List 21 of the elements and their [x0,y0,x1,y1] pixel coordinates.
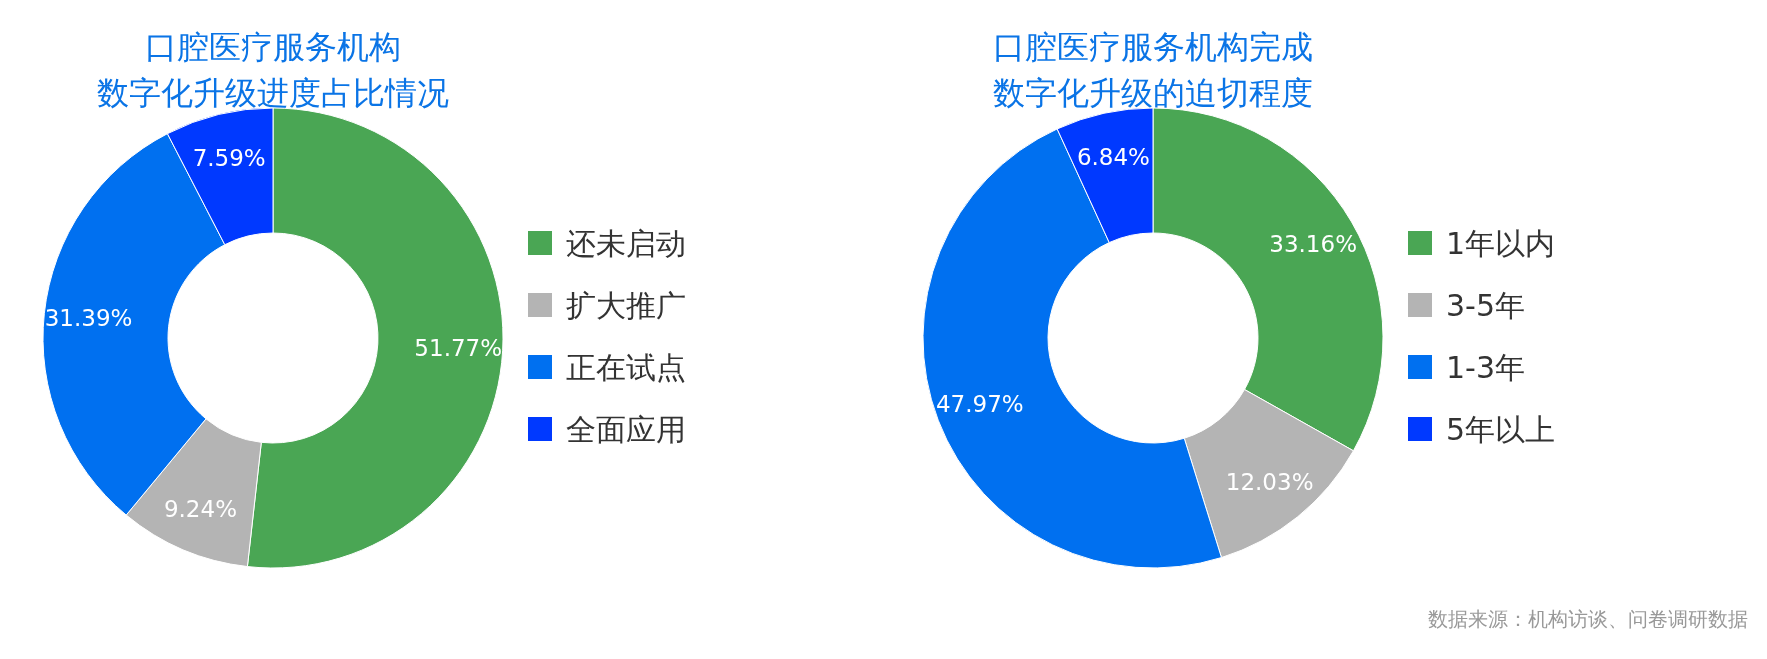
data-label: 9.24% [163,495,237,522]
legend-label: 5年以上 [1446,411,1556,447]
data-label: 12.03% [1225,469,1314,496]
legend-label: 全面应用 [566,411,686,447]
data-label: 31.39% [44,305,133,332]
chart-subtitle: 数字化升级的迫切程度 [993,74,1313,112]
data-label: 6.84% [1076,143,1150,170]
chart-title: 口腔医疗服务机构完成 [993,28,1313,66]
source-note: 数据来源：机构访谈、问卷调研数据 [1428,607,1748,631]
data-label: 51.77% [414,335,503,362]
legend-label: 1年以内 [1446,225,1556,261]
legend-label: 扩大推广 [566,287,686,323]
legend-label: 1-3年 [1446,349,1525,385]
legend-label: 3-5年 [1446,287,1525,323]
chart-title: 口腔医疗服务机构 [145,28,401,66]
chart-subtitle: 数字化升级进度占比情况 [97,74,449,112]
legend-label: 还未启动 [566,225,686,261]
data-label: 7.59% [192,144,266,171]
data-label: 47.97% [935,391,1024,418]
legend-label: 正在试点 [566,349,686,385]
data-label: 33.16% [1269,231,1357,258]
